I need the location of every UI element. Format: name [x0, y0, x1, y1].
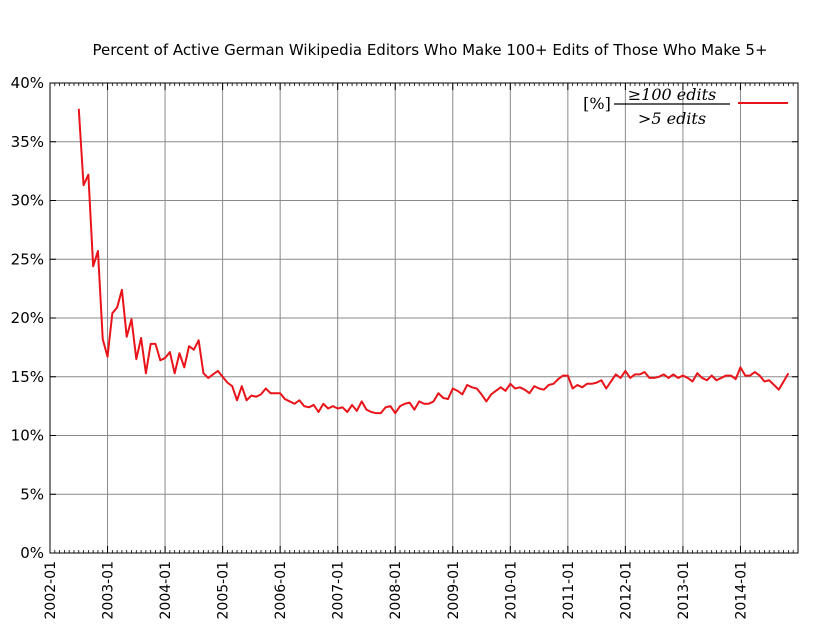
x-tick-label: 2011-01	[561, 561, 577, 620]
x-axis: 2002-01 2003-01 2004-01 2005-01 2006-01 2007-…	[43, 83, 749, 620]
legend-bracket: [%]	[583, 94, 611, 113]
plot-frame	[49, 82, 799, 554]
x-tick-label: 2006-01	[273, 561, 289, 620]
y-tick-label: 0%	[20, 544, 44, 562]
y-tick-label: 20%	[11, 309, 44, 327]
y-tick-label: 25%	[11, 250, 44, 268]
y-axis: 0% 5% 10% 15% 20% 25% 30% 35% 40%	[11, 74, 798, 562]
chart-title: Percent of Active German Wikipedia Edito…	[92, 41, 767, 59]
x-tick-label: 2013-01	[676, 561, 692, 620]
legend: [%] ≥100 edits >5 edits	[583, 85, 788, 128]
x-tick-label: 2007-01	[331, 561, 347, 620]
y-tick-label: 5%	[20, 485, 44, 503]
y-tick-label: 40%	[11, 74, 44, 92]
x-tick-label: 2009-01	[446, 561, 462, 620]
x-tick-label: 2012-01	[618, 561, 634, 620]
x-tick-label: 2003-01	[101, 561, 117, 620]
x-tick-label: 2014-01	[733, 561, 749, 620]
x-tick-label: 2008-01	[388, 561, 404, 620]
grid-lines	[50, 83, 798, 553]
y-tick-label: 35%	[11, 133, 44, 151]
x-tick-label: 2002-01	[43, 561, 59, 620]
x-tick-label: 2010-01	[503, 561, 519, 620]
series-line	[77, 108, 790, 415]
legend-numerator: ≥100 edits	[628, 85, 717, 104]
y-tick-label: 15%	[11, 368, 44, 386]
series-layer	[77, 108, 790, 415]
legend-denominator: >5 edits	[638, 109, 706, 128]
y-tick-label: 10%	[11, 427, 44, 445]
x-tick-label: 2004-01	[158, 561, 174, 620]
x-tick-label: 2005-01	[216, 561, 232, 620]
y-tick-label: 30%	[11, 192, 44, 210]
